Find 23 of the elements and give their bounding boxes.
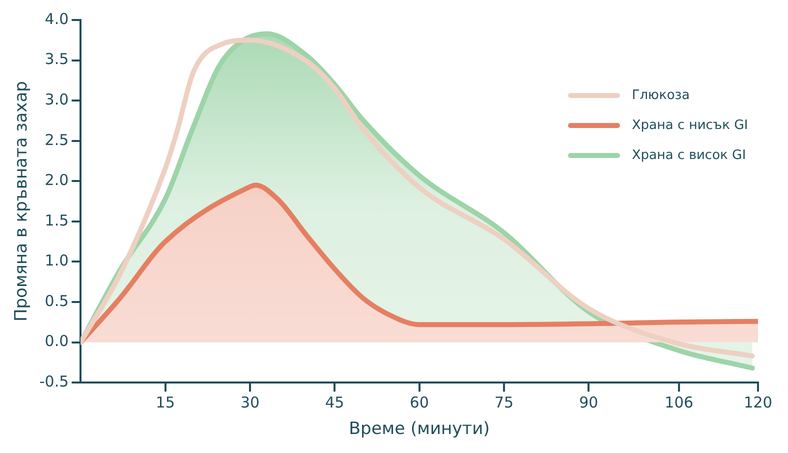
y-tick-label: 3.5 [44, 50, 69, 68]
x-tick-label: 15 [156, 393, 175, 412]
y-axis-title: Промяна в кръвната захар [12, 81, 32, 322]
y-tick-label: -0.5 [39, 372, 69, 390]
x-axis-title: Време (минути) [348, 419, 490, 440]
x-tick-label: 45 [325, 393, 344, 412]
x-tick-label: 60 [410, 393, 429, 412]
y-tick-label: 3.0 [44, 90, 69, 108]
x-tick-label: 30 [240, 393, 260, 412]
y-tick-label: 2.5 [44, 130, 69, 149]
legend-label: Храна с нисък GI [632, 118, 748, 132]
legend-label: Глюкоза [632, 88, 690, 102]
x-tick-label: 120 [744, 393, 772, 412]
y-tick-label: 0.0 [44, 332, 69, 350]
x-tick-label: 75 [494, 393, 514, 412]
y-tick-label: 4.0 [44, 10, 69, 28]
y-tick-label: 0.5 [44, 292, 69, 310]
y-tick-label: 1.5 [44, 211, 69, 230]
y-tick-label: 2.0 [44, 171, 69, 190]
y-tick-label: 1.0 [44, 252, 69, 270]
x-tick-label: 90 [579, 393, 598, 412]
x-tick-label: 106 [664, 393, 694, 412]
legend-label: Храна с висок GI [632, 148, 746, 162]
